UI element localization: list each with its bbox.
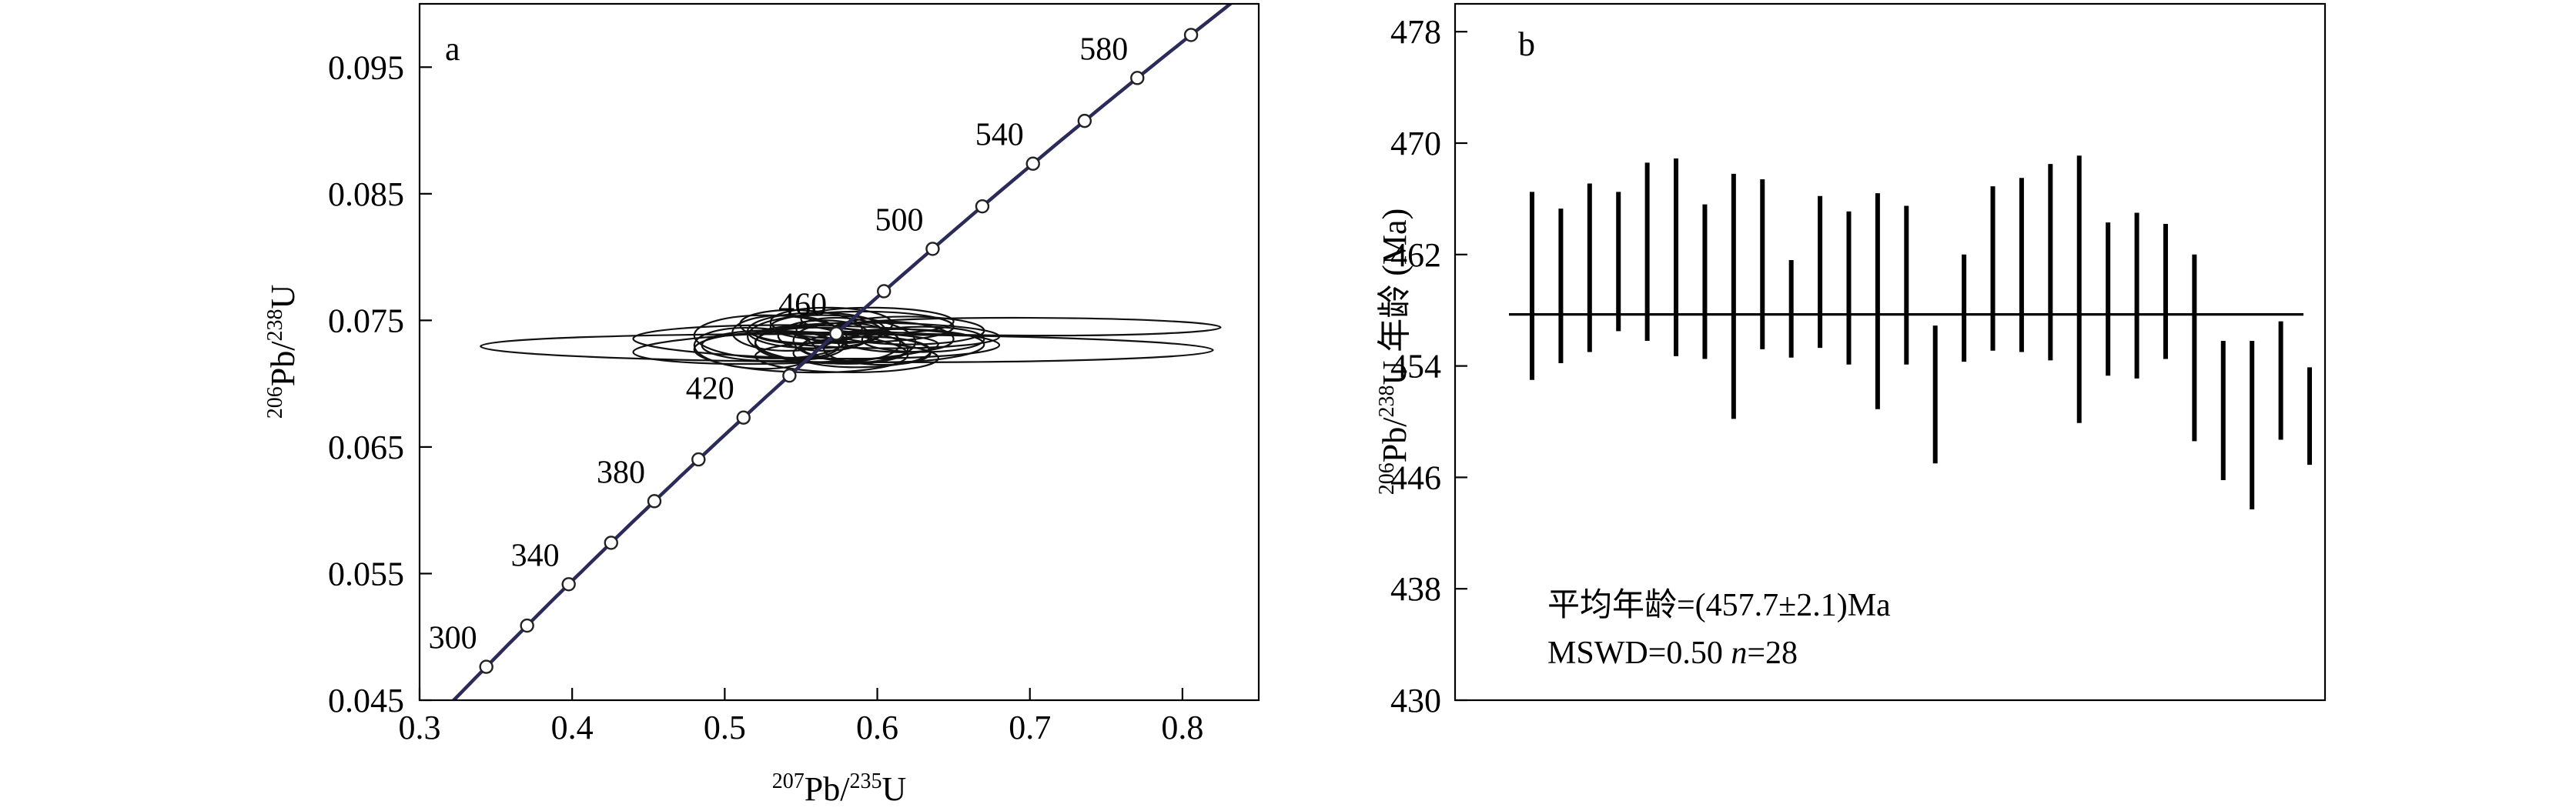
n-symbol: n: [1731, 636, 1747, 671]
age-marker: [561, 577, 576, 592]
age-marker: [647, 494, 662, 509]
y-tick-label: 0.045: [328, 682, 404, 719]
y-axis-title-a: 206Pb/238U: [263, 285, 302, 419]
y-title-b-base2: U 年龄 (Ma): [1376, 209, 1413, 385]
y-tick-label: 0.095: [328, 48, 404, 86]
y-tick-label-b: 438: [1390, 570, 1441, 608]
axis-ticks-b: 430 438 446 454 462 470 478: [1390, 13, 1467, 719]
error-ellipse: [861, 325, 985, 353]
concordia-panel: 300 340 380 420 460 500 540 580 0.3 0.4 0.5 0.6 0.7…: [263, 2, 1260, 808]
x-tick-label: 0.3: [399, 709, 441, 746]
age-marker: [604, 536, 618, 550]
age-marker: [925, 242, 940, 256]
y-tick-label-b: 454: [1390, 348, 1441, 385]
panel-label-b: b: [1518, 25, 1535, 63]
plot-frame-b: [1454, 2, 2327, 702]
x-title-sup1: 207: [772, 769, 805, 793]
age-marker: [1183, 28, 1199, 42]
y-tick-label-b: 462: [1390, 236, 1441, 274]
error-bar-group: [1530, 155, 2312, 510]
age-marker: [1025, 156, 1040, 171]
age-label: 500: [875, 202, 923, 238]
x-title-base2: U: [882, 770, 906, 808]
y-title-b-sup2: 238: [1375, 385, 1399, 418]
age-label: 300: [429, 621, 477, 656]
x-tick-label: 0.4: [551, 709, 594, 746]
n-value: =28: [1747, 636, 1798, 671]
age-marker: [520, 618, 534, 633]
y-title-base1: Pb/: [264, 341, 302, 386]
y-tick-label: 0.065: [328, 429, 404, 466]
x-tick-label: 0.6: [856, 709, 898, 746]
age-marker: [828, 326, 844, 341]
y-tick-label-b: 446: [1390, 459, 1441, 496]
age-marker: [782, 368, 797, 383]
x-tick-label: 0.7: [1009, 709, 1051, 746]
plot-frame-a: [418, 2, 1260, 702]
age-marker: [975, 199, 990, 214]
x-tick-label: 0.8: [1161, 709, 1203, 746]
y-tick-label-b: 478: [1390, 13, 1441, 51]
age-label: 580: [1079, 32, 1128, 67]
age-label: 380: [597, 455, 645, 490]
y-tick-label-b: 470: [1390, 125, 1441, 162]
age-marker: [876, 284, 892, 299]
y-title-base2: U: [264, 285, 302, 309]
y-title-sup1: 206: [263, 386, 287, 419]
mswd-text: MSWD=0.50: [1547, 636, 1731, 671]
age-marker: [1130, 71, 1145, 85]
concordia-curve-group: 300 340 380 420 460 500 540 580: [429, 4, 1233, 700]
y-tick-label: 0.055: [328, 555, 404, 592]
age-marker: [479, 659, 493, 674]
x-tick-label: 0.5: [704, 709, 746, 746]
y-title-sup2: 238: [263, 309, 287, 342]
error-ellipse: [701, 329, 841, 362]
age-label: 340: [511, 538, 560, 573]
error-ellipse: [632, 332, 939, 365]
age-label: 460: [778, 287, 827, 322]
age-marker: [736, 410, 751, 425]
age-panel: 430 438 446 454 462 470 478 b 206Pb/238U 年龄 (M…: [1375, 2, 2327, 719]
x-axis-title-a: 207Pb/235U: [772, 769, 906, 808]
y-axis-title-b: 206Pb/238U 年龄 (Ma): [1375, 209, 1413, 495]
axis-ticks-a: 0.3 0.4 0.5 0.6 0.7 0.8 0.045 0.055 0.065 0.075 0.…: [328, 48, 1203, 746]
age-label: 420: [686, 372, 734, 407]
y-tick-label-b: 430: [1390, 682, 1441, 719]
x-title-base1: Pb/: [805, 770, 850, 808]
y-tick-label: 0.085: [328, 175, 404, 213]
age-label: 540: [975, 118, 1024, 153]
y-tick-label: 0.075: [328, 302, 404, 339]
panel-label-a: a: [445, 30, 460, 68]
y-title-b-base1: Pb/: [1376, 417, 1413, 462]
weighted-mean-annotation: 平均年龄=(457.7±2.1)Ma: [1547, 587, 1891, 623]
age-marker: [691, 452, 706, 467]
concordia-line: [451, 4, 1233, 700]
ellipse-group: [480, 306, 1222, 374]
y-title-b-sup1: 206: [1375, 462, 1399, 495]
age-marker: [1077, 113, 1092, 128]
mswd-annotation: MSWD=0.50 n=28: [1547, 636, 1798, 671]
x-title-sup2: 235: [849, 769, 882, 793]
